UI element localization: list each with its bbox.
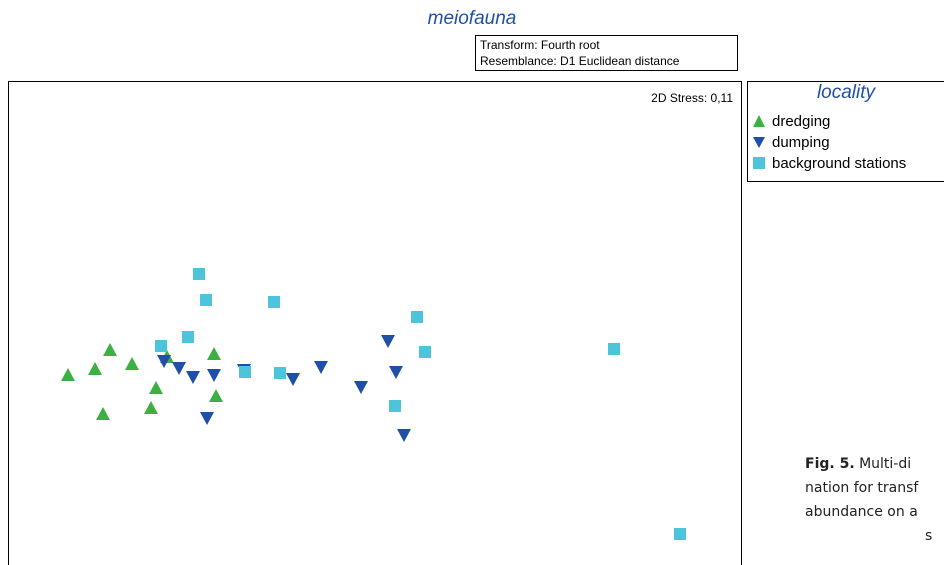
legend-item-background-stations: background stations [752,153,906,173]
scatter-point-dredging [149,381,163,394]
scatter-point-dumping [207,369,221,382]
scatter-point-dumping [186,371,200,384]
scatter-point-background-stations [193,268,205,280]
scatter-point-dredging [103,343,117,356]
scatter-point-dumping [397,429,411,442]
transform-label: Transform: Fourth root [480,38,600,52]
caption-line-1: Fig. 5. Multi-di [805,452,944,476]
scatter-point-background-stations [274,367,286,379]
triangle-down-icon [753,137,765,148]
scatter-point-background-stations [608,343,620,355]
scatter-point-background-stations [411,311,423,323]
scatter-point-dumping [172,362,186,375]
scatter-point-dredging [144,401,158,414]
legend-label: dumping [772,133,830,151]
legend-frame [747,81,944,182]
points-layer [61,268,686,540]
chart-title: meiofauna [427,8,517,29]
scatter-point-dredging [207,347,221,360]
caption-line-2: nation for transf [805,480,919,496]
scatter-point-background-stations [182,331,194,343]
caption-line-3: abundance on a [805,504,918,520]
caption-line-4: s [925,528,933,544]
scatter-point-dumping [200,412,214,425]
scatter-point-dredging [209,389,223,402]
resemblance-label: Resemblance: D1 Euclidean distance [480,54,680,68]
square-icon [753,157,765,169]
figure-caption: Fig. 5. Multi-di nation for transf abund… [805,452,944,565]
legend-label: background stations [772,154,907,172]
scatter-point-dredging [96,407,110,420]
scatter-point-dumping [354,381,368,394]
scatter-point-background-stations [239,366,251,378]
scatter-point-dumping [389,366,403,379]
scatter-point-dumping [286,373,300,386]
plot-frame [8,81,742,565]
figure-label: Fig. 5. [805,456,855,472]
scatter-point-background-stations [268,296,280,308]
legend-title: locality [816,82,876,103]
scatter-point-dredging [125,357,139,370]
legend-item-dredging: dredging [752,111,830,131]
stress-label: 2D Stress: 0,11 [651,91,733,105]
scatter-point-dumping [157,355,171,368]
caption-text: Multi-di [854,456,912,472]
triangle-up-icon [753,115,765,127]
scatter-point-dumping [314,361,328,374]
scatter-point-dredging [88,362,102,375]
scatter-point-background-stations [674,528,686,540]
transform-info-box: Transform: Fourth root Resemblance: D1 E… [475,35,738,71]
legend-label: dredging [772,112,831,130]
scatter-point-background-stations [419,346,431,358]
legend-item-dumping: dumping [752,132,830,152]
scatter-point-background-stations [200,294,212,306]
scatter-point-dredging [61,368,75,381]
scatter-point-background-stations [389,400,401,412]
scatter-point-background-stations [155,340,167,352]
scatter-point-dumping [381,335,395,348]
